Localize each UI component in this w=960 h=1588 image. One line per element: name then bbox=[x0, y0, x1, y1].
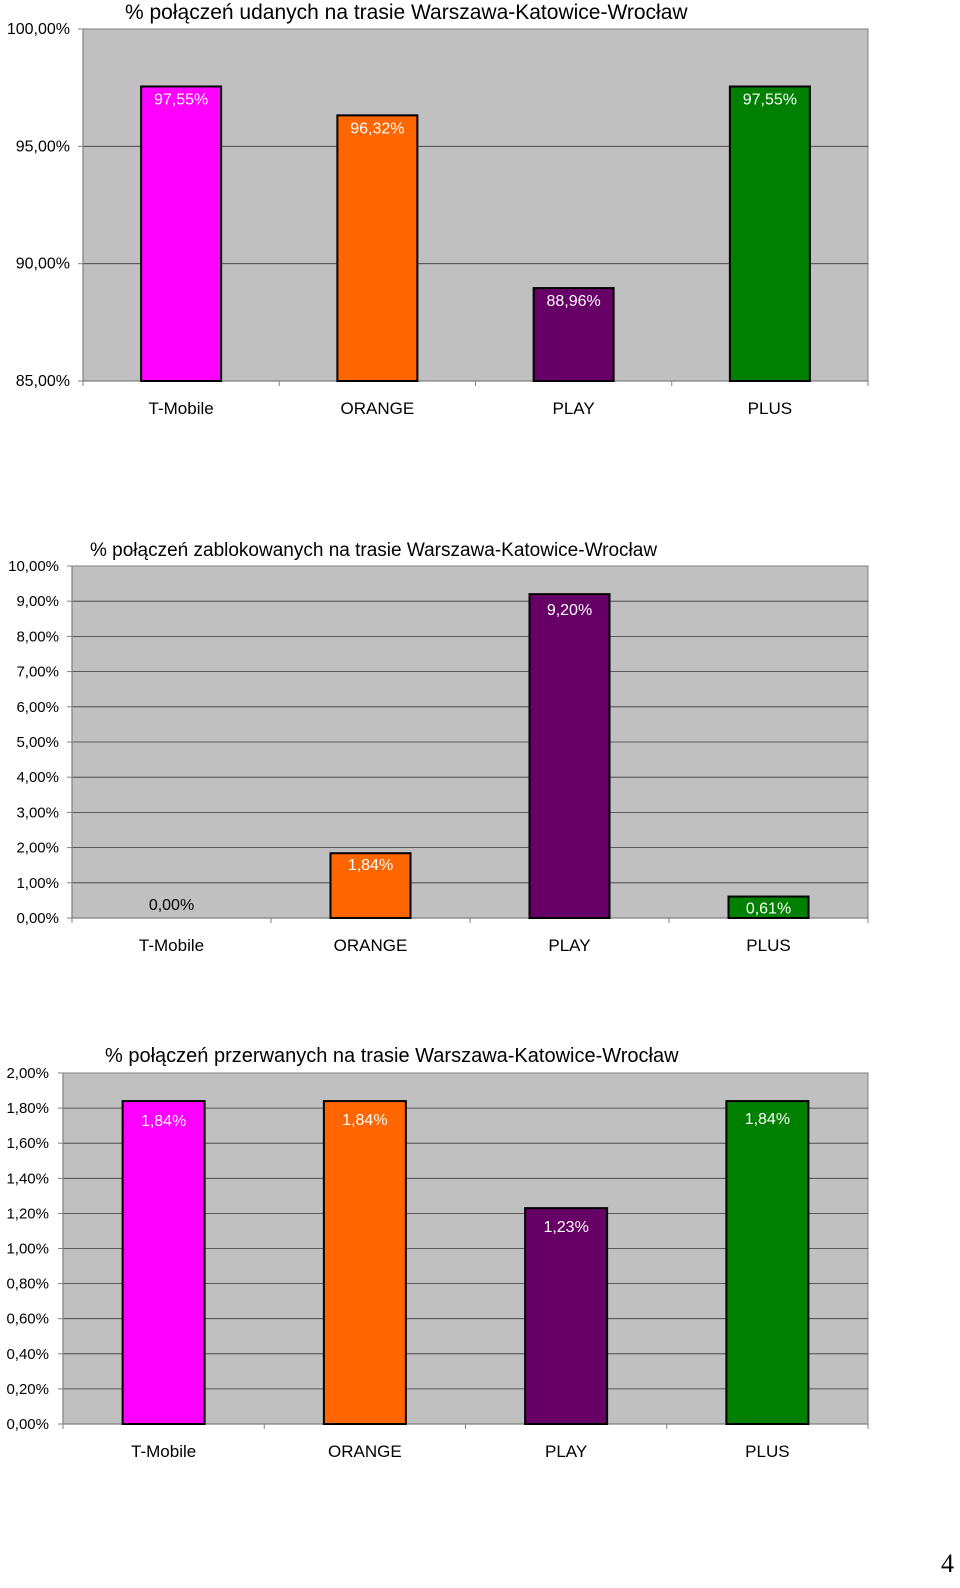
chart-3: % połączeń przerwanych na trasie Warszaw… bbox=[6, 1045, 869, 1461]
y-tick-label: 6,00% bbox=[16, 699, 59, 716]
x-tick-label: PLUS bbox=[746, 936, 790, 955]
data-label: 1,84% bbox=[745, 1111, 790, 1128]
data-label: 88,96% bbox=[546, 293, 600, 310]
x-tick-label: PLUS bbox=[748, 399, 792, 418]
bar-t-mobile bbox=[121, 1100, 206, 1425]
y-tick-label: 5,00% bbox=[16, 734, 59, 751]
x-tick-label: ORANGE bbox=[341, 399, 415, 418]
chart-2: % połączeń zablokowanych na trasie Warsz… bbox=[8, 540, 869, 955]
bar-plus bbox=[727, 895, 810, 920]
y-tick-label: 4,00% bbox=[16, 769, 59, 786]
x-tick-label: T-Mobile bbox=[139, 936, 204, 955]
x-tick-label: T-Mobile bbox=[131, 1442, 196, 1461]
y-tick-label: 10,00% bbox=[8, 558, 59, 575]
y-tick-label: 0,40% bbox=[6, 1346, 49, 1363]
bar-play bbox=[528, 593, 611, 919]
data-label: 97,55% bbox=[743, 91, 797, 108]
y-tick-label: 1,20% bbox=[6, 1205, 49, 1222]
y-tick-label: 3,00% bbox=[16, 804, 59, 821]
y-tick-label: 1,00% bbox=[16, 875, 59, 892]
data-label: 1,84% bbox=[348, 857, 393, 874]
data-label: 1,23% bbox=[543, 1219, 588, 1236]
bar-play bbox=[524, 1207, 609, 1426]
data-label: 1,84% bbox=[342, 1112, 387, 1129]
page-number: 4 bbox=[941, 1549, 954, 1578]
y-tick-label: 8,00% bbox=[16, 628, 59, 645]
bar-orange bbox=[322, 1100, 407, 1425]
chart-title: % połączeń przerwanych na trasie Warszaw… bbox=[105, 1045, 679, 1067]
chart-1: % połączeń udanych na trasie Warszawa-Ka… bbox=[7, 1, 869, 418]
data-label: 97,55% bbox=[154, 91, 208, 108]
data-label: 9,20% bbox=[547, 602, 592, 619]
y-tick-label: 0,60% bbox=[6, 1311, 49, 1328]
x-tick-label: PLAY bbox=[553, 399, 595, 418]
data-label: 0,00% bbox=[149, 897, 194, 914]
data-label: 96,32% bbox=[350, 120, 404, 137]
y-tick-label: 0,80% bbox=[6, 1276, 49, 1293]
y-tick-label: 0,00% bbox=[16, 910, 59, 927]
bar-orange bbox=[329, 852, 412, 919]
y-tick-label: 7,00% bbox=[16, 664, 59, 681]
x-tick-label: ORANGE bbox=[328, 1442, 402, 1461]
y-tick-label: 100,00% bbox=[7, 21, 70, 38]
bar-orange bbox=[336, 114, 419, 382]
y-tick-label: 2,00% bbox=[6, 1065, 49, 1082]
x-tick-label: PLAY bbox=[545, 1442, 587, 1461]
x-tick-label: ORANGE bbox=[334, 936, 408, 955]
x-tick-label: PLUS bbox=[745, 1442, 789, 1461]
data-label: 1,84% bbox=[141, 1113, 186, 1130]
y-tick-label: 2,00% bbox=[16, 840, 59, 857]
y-tick-label: 85,00% bbox=[16, 373, 70, 390]
data-label: 0,61% bbox=[746, 901, 791, 918]
x-tick-label: PLAY bbox=[548, 936, 590, 955]
y-tick-label: 0,20% bbox=[6, 1381, 49, 1398]
y-tick-label: 1,80% bbox=[6, 1100, 49, 1117]
bar-plus bbox=[728, 85, 811, 382]
bar-t-mobile bbox=[140, 85, 223, 382]
y-tick-label: 0,00% bbox=[6, 1416, 49, 1433]
chart-title: % połączeń zablokowanych na trasie Warsz… bbox=[90, 540, 657, 561]
y-tick-label: 1,60% bbox=[6, 1135, 49, 1152]
y-tick-label: 95,00% bbox=[16, 138, 70, 155]
y-tick-label: 1,00% bbox=[6, 1241, 49, 1258]
y-tick-label: 90,00% bbox=[16, 256, 70, 273]
bar-play bbox=[532, 287, 615, 382]
x-tick-label: T-Mobile bbox=[149, 399, 214, 418]
chart-title: % połączeń udanych na trasie Warszawa-Ka… bbox=[125, 1, 688, 24]
y-tick-label: 9,00% bbox=[16, 593, 59, 610]
bar-plus bbox=[725, 1100, 810, 1425]
y-tick-label: 1,40% bbox=[6, 1170, 49, 1187]
